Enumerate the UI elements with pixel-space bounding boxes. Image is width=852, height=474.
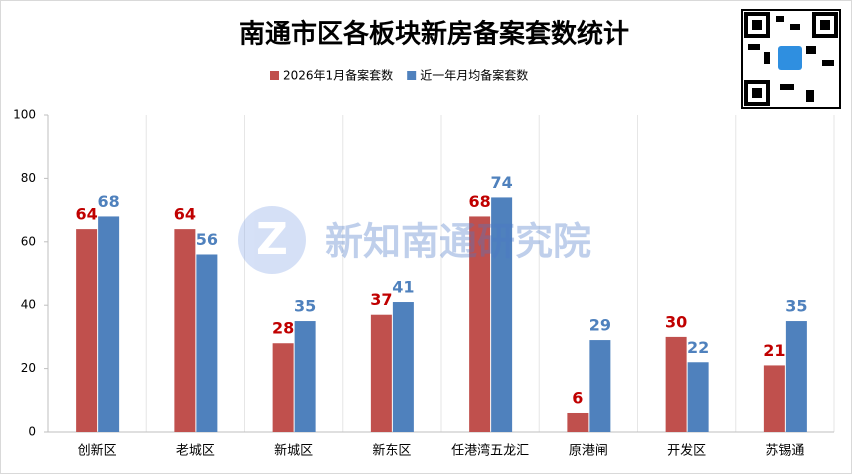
y-tick-label: 40 (21, 298, 36, 312)
x-tick-label: 老城区 (176, 444, 215, 459)
svg-text:Z: Z (256, 214, 288, 265)
bar (174, 229, 196, 432)
bar (392, 302, 414, 432)
y-tick-label: 80 (21, 171, 36, 185)
bar (76, 229, 98, 432)
value-label: 41 (392, 278, 414, 297)
x-tick-label: 创新区 (78, 443, 117, 459)
value-label: 64 (174, 205, 196, 224)
value-label: 68 (97, 192, 119, 211)
bar (567, 412, 589, 432)
bar (763, 365, 785, 432)
watermark-text: 新知南通研究院 (325, 220, 591, 264)
bar (785, 321, 807, 432)
x-tick-label: 苏锡通 (765, 443, 804, 459)
value-label: 29 (589, 316, 611, 335)
value-label: 22 (687, 338, 709, 357)
legend-swatch (407, 71, 417, 80)
legend-label: 近一年月均备案套数 (420, 68, 528, 83)
value-label: 64 (75, 205, 97, 224)
bar (491, 197, 513, 432)
bar (687, 362, 709, 432)
value-label: 35 (294, 297, 316, 316)
y-tick-label: 60 (21, 234, 36, 248)
qr-code (741, 9, 841, 109)
bar (469, 216, 491, 432)
bar (272, 343, 294, 432)
chart-title: 南通市区各板块新房备案套数统计 (239, 19, 629, 50)
bar (589, 340, 611, 432)
legend-label: 2026年1月备案套数 (283, 68, 393, 83)
value-label: 68 (468, 192, 490, 211)
x-tick-label: 新东区 (372, 443, 411, 459)
bar (196, 254, 218, 432)
y-tick-label: 100 (13, 108, 36, 122)
watermark: Z 新知南通研究院 (238, 206, 591, 274)
value-label: 21 (763, 341, 785, 360)
legend-swatch (270, 71, 279, 80)
value-label: 30 (665, 312, 687, 331)
x-tick-label: 开发区 (667, 443, 706, 459)
bar (370, 314, 392, 432)
value-label: 74 (490, 173, 512, 192)
value-label: 6 (572, 388, 583, 407)
value-label: 37 (370, 290, 392, 309)
x-tick-label: 新城区 (274, 443, 313, 459)
x-tick-label: 任港湾五龙汇 (451, 443, 529, 459)
bar (665, 336, 687, 432)
y-tick-label: 0 (28, 425, 36, 439)
value-label: 35 (785, 297, 807, 316)
value-label: 56 (196, 230, 218, 249)
bar (294, 321, 316, 432)
y-tick-label: 20 (21, 361, 36, 375)
bar (98, 216, 120, 432)
x-tick-label: 原港闸 (569, 444, 608, 459)
value-label: 28 (272, 319, 294, 338)
